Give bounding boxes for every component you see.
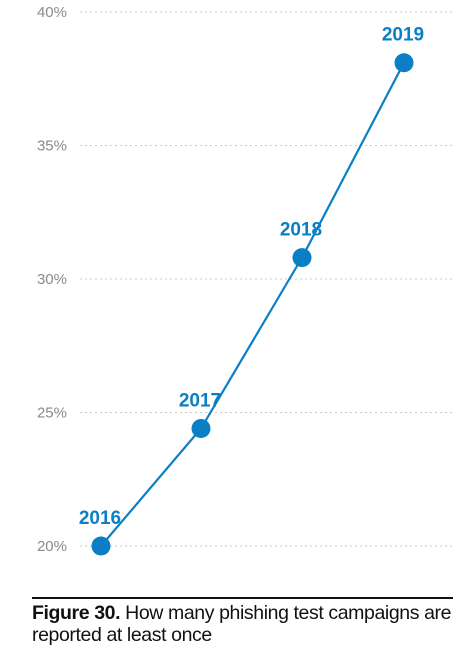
series-line	[100, 62, 405, 547]
point-label: 2018	[280, 220, 322, 241]
point-label: 2016	[79, 508, 121, 529]
point-label: 2017	[179, 391, 221, 412]
grid-lines	[80, 11, 452, 547]
caption-label: Figure 30.	[32, 602, 121, 624]
caption-text: How many phishing test campaigns are rep…	[32, 602, 452, 646]
point-label: 2019	[382, 25, 424, 46]
y-axis-ticks: 40% 35% 30% 25% 20%	[37, 4, 67, 555]
figure-caption: Figure 30. How many phishing test campai…	[32, 602, 457, 646]
line-chart: 40% 35% 30% 25% 20% 2016 2017 2018 2019	[37, 4, 452, 556]
data-point-2018	[292, 248, 312, 268]
y-tick-label: 20%	[37, 538, 67, 555]
data-point-2019	[394, 53, 414, 73]
y-tick-label: 40%	[37, 4, 67, 21]
data-point-2017	[191, 419, 211, 439]
caption-rule	[32, 597, 453, 599]
data-point-2016	[91, 536, 111, 556]
data-series	[91, 53, 414, 556]
point-labels: 2016 2017 2018 2019	[79, 25, 424, 529]
y-tick-label: 35%	[37, 138, 67, 155]
y-tick-label: 30%	[37, 271, 67, 288]
y-tick-label: 25%	[37, 405, 67, 422]
